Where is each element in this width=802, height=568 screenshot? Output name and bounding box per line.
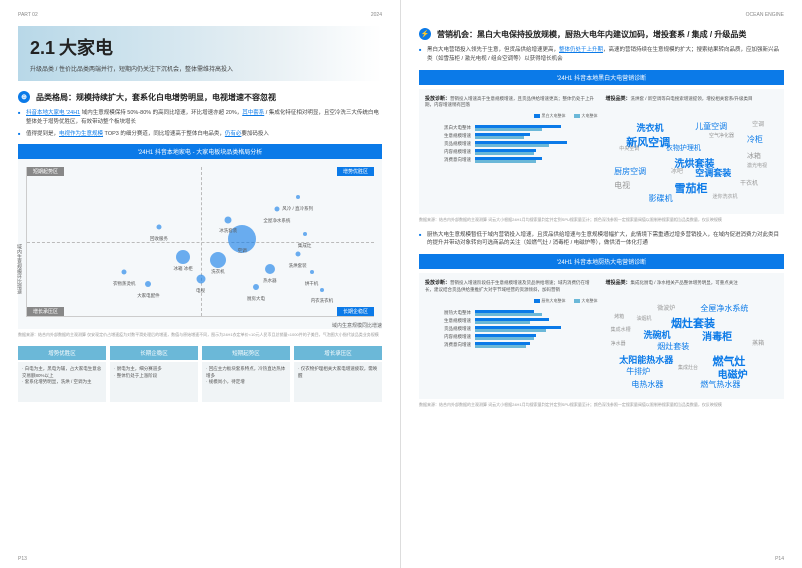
bullet: 值得提到是，电视作为生意规模 TOP3 的细分赛道，同比增速高于整体白电品类，仍…	[18, 130, 382, 139]
page-num: P14	[775, 556, 784, 562]
title-text: 大家电	[59, 38, 113, 58]
page-num: P13	[18, 556, 27, 562]
footnote: 数据来源：结合内外部数据的主观测算 仅安现定价占增速疫为对数平滑处理后的增速，数…	[18, 332, 382, 338]
year-label: 2024	[371, 12, 382, 18]
header: OCEAN ENGINE	[419, 12, 784, 18]
quad-header: 增势优胜区	[18, 346, 106, 360]
header: PART 02 2024	[18, 12, 382, 18]
bullet: 黑白大电营销投入领先于生意，但货品供给增速更高，整体仍处于上升期，高速的营销持续…	[419, 46, 784, 64]
chart-title: '24H1 抖音本地家电 - 大家电板块品类格局分析	[18, 144, 382, 159]
footnote: 数据来源：结合内外部数据的主观测算 词云大小根据24H1月均搜索量判定并定到SP…	[419, 402, 784, 408]
section-title: 品类格局：规模持续扩大，套系化白电增势明显，电视增速不容忽视	[36, 92, 276, 103]
quad-body: · 厨电为主，细分赛道多· 整体仍处于上涨阶段	[110, 362, 198, 402]
footnote: 数据来源：结合内外部数据的主观测算 词云大小根据24H1月均搜索量判定并定到SP…	[419, 217, 784, 223]
quad-body: · 白电为主，黑电为辅，占大家电生意总交易额80%以上· 套系化增势明显，洗烘 …	[18, 362, 106, 402]
diagnosis-box: 投放诊断：营销投入增速高于生意规模增速，且货品供给增速更高；整体仍处于上升期，内…	[419, 89, 784, 215]
bullet: 厨热大电生意规模暂低于域内营销投入增速，且货品供给增速与生意规模增幅扩大，此情境…	[419, 231, 784, 249]
title-num: 2.1	[30, 38, 55, 58]
subtitle: 升级品类 / 性价比品类两端并行，短期内仍关注下沉机会，整体需维持高投入	[30, 64, 370, 73]
section-icon: ⊕	[18, 91, 30, 103]
quad-header: 短期起势区	[202, 346, 290, 360]
scatter-chart: 域内生意规模环比增速 短期起势区 增势优胜区 增长承压区 长期企稳区 空调洗衣机…	[18, 159, 382, 329]
quad-body: · 回应主力板块套系特点，冷热直达热体增多· 规模尚小，待定增	[202, 362, 290, 402]
brand-label: OCEAN ENGINE	[746, 12, 784, 18]
diag-title: '24H1 抖音本地厨热大电营销诊断	[419, 254, 784, 269]
bullet: 抖音本地大家电 '24H1 域内生意规模保持 50%-80% 的高同比增速，环比…	[18, 109, 382, 127]
quad-body: · 仅衣物护理相关大家电增速疲软，需唤醒	[294, 362, 382, 402]
lightning-icon: ⚡	[419, 28, 431, 40]
section-title: 营销机会：黑白大电保持投放规模，厨热大电年内建议加码，增投套系 / 集成 / 升…	[437, 29, 746, 40]
diagnosis-box: 投放诊断：营销投入增速阶段低于生意规模增速及货品供给增速；域内消费仍在增长，建议…	[419, 273, 784, 399]
diag-title: '24H1 抖音本地黑白大电营销诊断	[419, 70, 784, 85]
title-box: 2.1大家电 升级品类 / 性价比品类两端并行，短期内仍关注下沉机会，整体需维持…	[18, 26, 382, 81]
quad-header: 长期企稳区	[110, 346, 198, 360]
part-label: PART 02	[18, 12, 38, 18]
quad-header: 增长承压区	[294, 346, 382, 360]
